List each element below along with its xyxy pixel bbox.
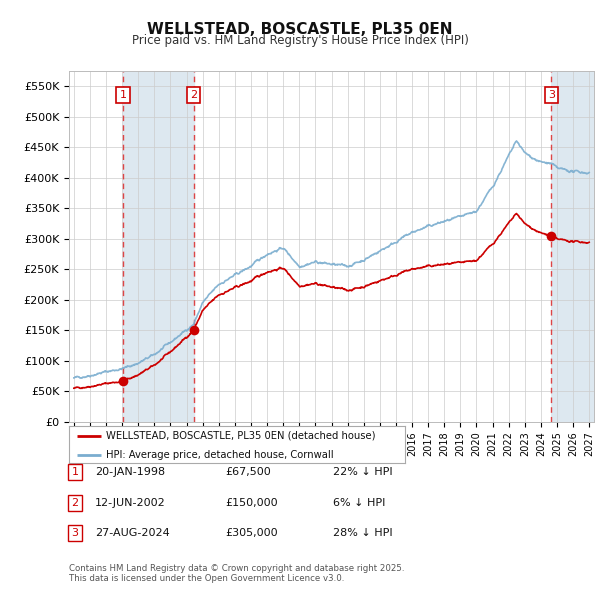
- Text: HPI: Average price, detached house, Cornwall: HPI: Average price, detached house, Corn…: [106, 450, 334, 460]
- Text: 3: 3: [71, 529, 79, 538]
- Text: 6% ↓ HPI: 6% ↓ HPI: [333, 498, 385, 507]
- Text: WELLSTEAD, BOSCASTLE, PL35 0EN (detached house): WELLSTEAD, BOSCASTLE, PL35 0EN (detached…: [106, 431, 376, 441]
- Text: 2: 2: [190, 90, 197, 100]
- Text: WELLSTEAD, BOSCASTLE, PL35 0EN: WELLSTEAD, BOSCASTLE, PL35 0EN: [147, 22, 453, 37]
- Text: 3: 3: [548, 90, 555, 100]
- Text: 2: 2: [71, 498, 79, 507]
- Text: 20-JAN-1998: 20-JAN-1998: [95, 467, 165, 477]
- Text: 28% ↓ HPI: 28% ↓ HPI: [333, 529, 392, 538]
- Bar: [551, 71, 594, 422]
- Text: £150,000: £150,000: [225, 498, 278, 507]
- Text: £67,500: £67,500: [225, 467, 271, 477]
- Text: 12-JUN-2002: 12-JUN-2002: [95, 498, 166, 507]
- Text: Contains HM Land Registry data © Crown copyright and database right 2025.
This d: Contains HM Land Registry data © Crown c…: [69, 563, 404, 583]
- Bar: [123, 71, 194, 422]
- Text: 22% ↓ HPI: 22% ↓ HPI: [333, 467, 392, 477]
- Text: 1: 1: [119, 90, 127, 100]
- Text: Price paid vs. HM Land Registry's House Price Index (HPI): Price paid vs. HM Land Registry's House …: [131, 34, 469, 47]
- Text: £305,000: £305,000: [225, 529, 278, 538]
- Text: 27-AUG-2024: 27-AUG-2024: [95, 529, 170, 538]
- Text: 1: 1: [71, 467, 79, 477]
